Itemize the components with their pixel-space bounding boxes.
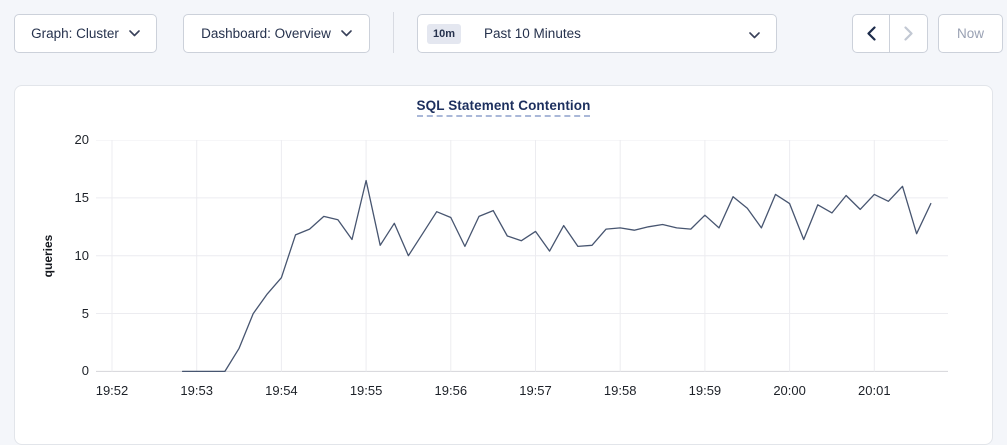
- chart-panel: SQL Statement Contention queries 0 5 10 15 2…: [14, 85, 993, 445]
- y-tick-label: 15: [74, 189, 89, 205]
- x-tick-label: 20:00: [773, 383, 806, 398]
- graph-dropdown-label: Graph: Cluster: [31, 26, 119, 41]
- toolbar-divider: [393, 12, 394, 53]
- now-button[interactable]: Now: [938, 14, 1003, 53]
- dashboard-dropdown-label: Dashboard: Overview: [201, 26, 331, 41]
- y-tick-label: 20: [74, 132, 89, 147]
- chevron-down-icon: [129, 30, 140, 37]
- graph-dropdown[interactable]: Graph: Cluster: [14, 14, 157, 53]
- x-tick-label: 19:55: [349, 383, 383, 398]
- prev-time-button[interactable]: [853, 15, 890, 52]
- series-line-queries: [181, 179, 932, 373]
- time-nav-group: [852, 14, 928, 53]
- dashboard-dropdown[interactable]: Dashboard: Overview: [183, 14, 370, 53]
- chevron-down-icon: [341, 30, 352, 37]
- chevron-left-icon: [866, 26, 876, 41]
- time-range-selector[interactable]: 10m Past 10 Minutes: [417, 14, 777, 53]
- chevron-right-icon: [904, 26, 913, 41]
- time-range-label: Past 10 Minutes: [484, 26, 581, 41]
- chart-title[interactable]: SQL Statement Contention: [416, 98, 591, 117]
- x-tick-label: 19:53: [180, 383, 213, 398]
- x-tick-label: 19:59: [688, 383, 722, 398]
- chart-title-row: SQL Statement Contention: [15, 97, 992, 117]
- x-tick-label: 19:58: [603, 383, 637, 398]
- next-time-button[interactable]: [890, 15, 927, 52]
- x-tick-label: 20:01: [858, 383, 891, 398]
- chart-plot-svg[interactable]: [96, 140, 948, 373]
- x-tick-label: 19:57: [519, 383, 552, 398]
- chevron-down-icon: [749, 32, 760, 39]
- x-tick-label: 19:56: [434, 383, 468, 398]
- x-tick-label: 19:52: [95, 383, 129, 398]
- time-range-badge: 10m: [427, 23, 462, 44]
- now-button-label: Now: [956, 26, 984, 41]
- y-tick-label: 10: [74, 247, 89, 263]
- x-tick-label: 19:54: [265, 383, 298, 398]
- y-tick-label: 0: [81, 363, 89, 379]
- y-tick-label: 5: [81, 305, 89, 321]
- toolbar: Graph: Cluster Dashboard: Overview 10m P…: [0, 0, 1007, 85]
